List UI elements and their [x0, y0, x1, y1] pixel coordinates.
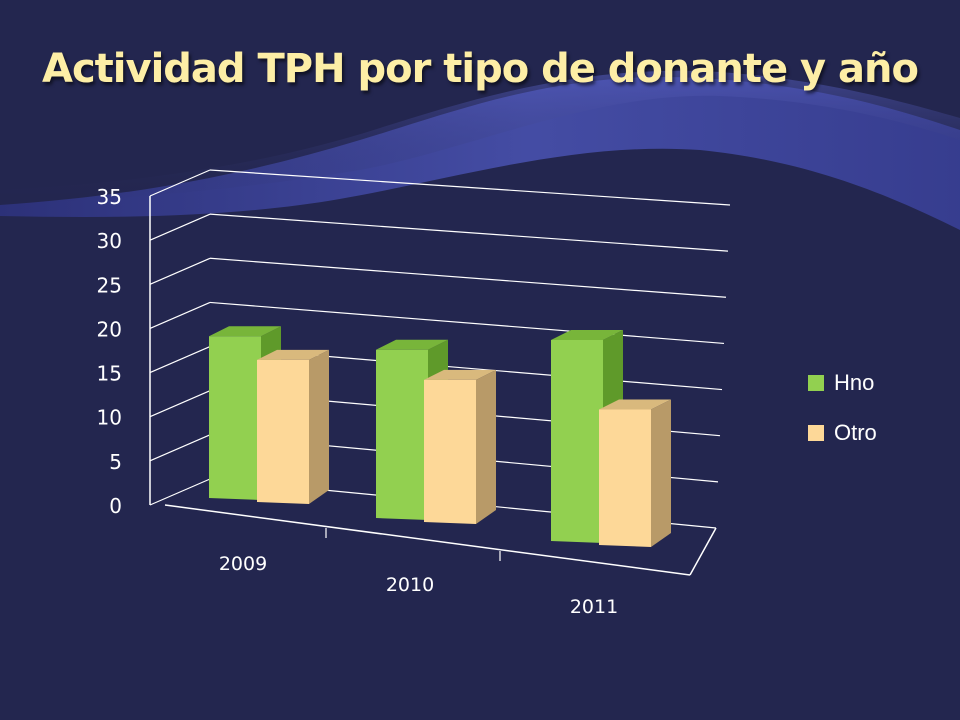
bar-otro-2010: [424, 369, 496, 524]
y-tick-label: 5: [109, 450, 122, 474]
gridline-side: [149, 390, 211, 418]
gridline-side: [149, 213, 211, 241]
chart-labels: 0 5 10 15 20 25 30 35 2009 2010 2011: [97, 185, 619, 618]
chart-legend: Hno Otro: [808, 368, 877, 468]
y-tick-label: 35: [97, 185, 122, 209]
legend-item-otro: Otro: [808, 418, 877, 448]
legend-swatch-otro: [808, 425, 824, 441]
bar-otro-2009: [257, 349, 329, 504]
legend-swatch-hno: [808, 375, 824, 391]
x-tick-label-2011: 2011: [570, 596, 618, 618]
gridline-side: [149, 301, 211, 329]
y-tick-label: 20: [97, 317, 122, 341]
y-tick-label: 30: [97, 229, 122, 253]
gridline-side: [149, 346, 211, 374]
x-tick-label-2010: 2010: [386, 574, 434, 596]
gridline-side: [149, 478, 211, 506]
legend-label-otro: Otro: [834, 420, 877, 445]
y-tick-label: 15: [97, 362, 122, 386]
chart-bars: [209, 326, 671, 547]
gridline-side: [149, 257, 211, 285]
floor-edge: [689, 527, 717, 576]
legend-label-hno: Hno: [834, 370, 875, 395]
gridline: [209, 213, 729, 252]
legend-item-hno: Hno: [808, 368, 877, 398]
gridline: [209, 257, 727, 298]
y-tick-label: 10: [97, 406, 122, 430]
x-axis: [164, 504, 691, 576]
gridline-side: [149, 434, 211, 462]
x-tick-label-2009: 2009: [219, 553, 267, 575]
gridline: [209, 169, 731, 206]
bar-otro-2011: [599, 399, 671, 547]
slide-title: Actividad TPH por tipo de donante y año: [42, 46, 919, 92]
gridline-side: [149, 169, 211, 197]
gridline: [209, 301, 725, 345]
y-tick-label: 0: [109, 494, 122, 518]
y-tick-label: 25: [97, 273, 122, 297]
